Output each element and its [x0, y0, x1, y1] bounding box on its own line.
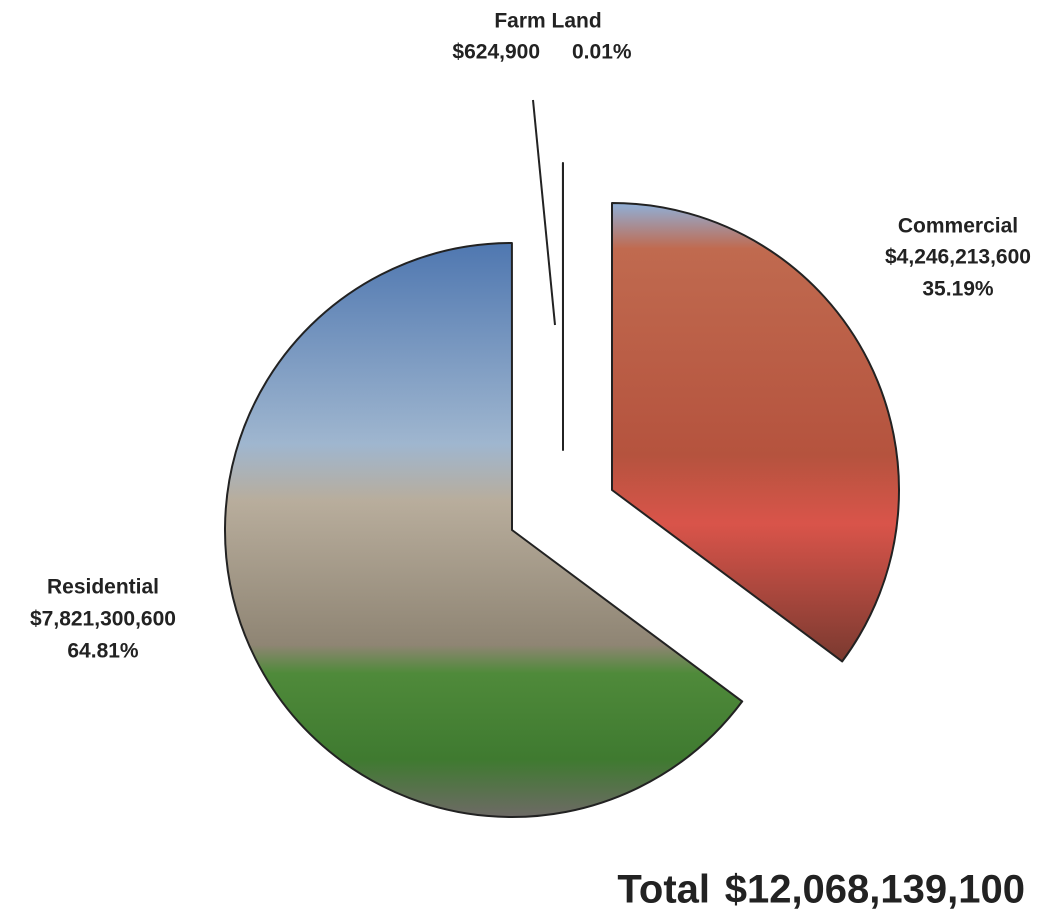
slice-value-label: $624,900: [452, 41, 540, 64]
slice-percent-label: 64.81%: [67, 640, 139, 663]
slice-label: Farm Land: [494, 10, 601, 33]
slice-label: Residential: [47, 576, 159, 599]
slice-value-label: $4,246,213,600: [885, 246, 1031, 269]
slice-percent-label: 35.19%: [922, 278, 994, 301]
total-label: Total: [617, 868, 710, 912]
pie-slice: [611, 202, 900, 663]
leader-line: [532, 99, 556, 326]
pie-slice: [224, 242, 744, 818]
total-value: $12,068,139,100: [725, 868, 1025, 912]
slice-value-label: $7,821,300,600: [30, 608, 176, 631]
slice-percent-label: 0.01%: [572, 41, 632, 64]
slice-label: Commercial: [898, 215, 1018, 238]
